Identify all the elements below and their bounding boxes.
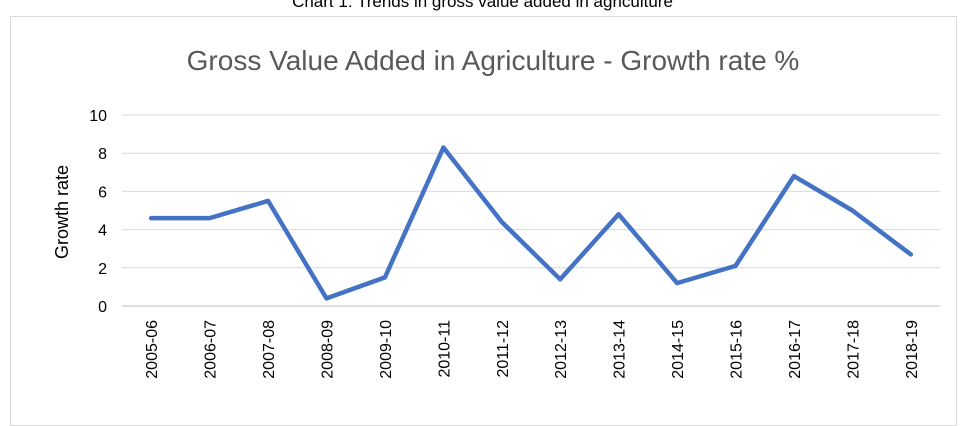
x-tick-label: 2013-14 — [612, 320, 629, 379]
series-layer — [148, 145, 914, 301]
x-tick-label: 2005-06 — [144, 320, 161, 379]
data-point — [675, 281, 680, 286]
y-axis-title: Growth rate — [52, 165, 72, 259]
data-point — [791, 174, 796, 179]
x-tick-label: 2015-16 — [729, 320, 746, 379]
x-tick-label: 2014-15 — [670, 320, 687, 379]
x-tick-label: 2011-12 — [495, 320, 512, 378]
y-tick-label: 8 — [98, 146, 107, 163]
x-tick-label: 2016-17 — [787, 320, 804, 379]
data-point — [441, 145, 446, 150]
data-point — [499, 219, 504, 224]
y-tick-label: 2 — [98, 261, 107, 278]
y-tick-label: 10 — [89, 108, 107, 125]
x-tick-label: 2012-13 — [553, 320, 570, 379]
y-tick-label: 4 — [98, 223, 107, 240]
y-axis-ticks: 0 2 4 6 8 10 — [89, 108, 107, 316]
y-tick-label: 0 — [98, 299, 107, 316]
data-point — [908, 252, 913, 257]
data-point — [382, 275, 387, 280]
x-tick-label: 2009-10 — [378, 320, 395, 379]
x-tick-label: 2007-08 — [261, 320, 278, 379]
x-tick-label: 2017-18 — [845, 320, 862, 379]
y-tick-label: 6 — [98, 184, 107, 201]
x-tick-label: 2006-07 — [203, 320, 220, 379]
gridlines — [122, 114, 940, 307]
data-point — [733, 263, 738, 268]
series-line-0 — [148, 145, 914, 301]
line-chart: Gross Value Added in Agriculture - Growt… — [52, 45, 940, 379]
chart-frame — [10, 16, 957, 426]
chart-title: Gross Value Added in Agriculture - Growt… — [187, 45, 800, 76]
data-point — [266, 198, 271, 203]
data-point — [850, 208, 855, 213]
x-tick-label: 2008-09 — [320, 320, 337, 379]
data-point — [616, 212, 621, 217]
x-axis-ticks: 2005-06 2006-07 2007-08 2008-09 2009-10 2010-… — [144, 320, 921, 379]
figure-caption: Chart 1: Trends in gross value added in … — [0, 0, 965, 12]
data-point — [324, 296, 329, 301]
figure-caption-text: Chart 1: Trends in gross value added in … — [292, 0, 673, 11]
data-point — [149, 216, 154, 221]
x-tick-label: 2010-11 — [436, 320, 453, 378]
data-point — [207, 216, 212, 221]
data-point — [558, 277, 563, 282]
x-tick-label: 2018-19 — [904, 320, 921, 379]
